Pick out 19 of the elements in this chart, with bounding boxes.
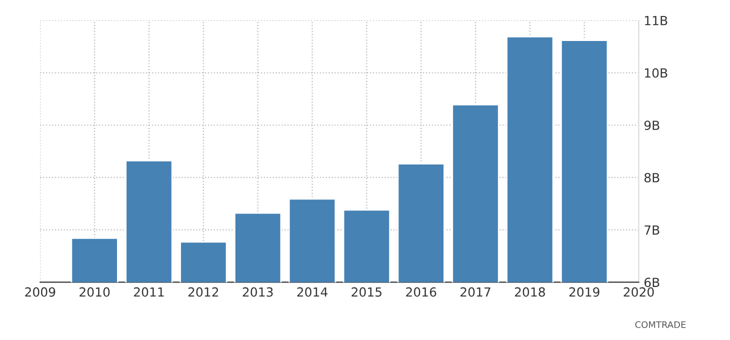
- x-tick-label: 2011: [134, 287, 164, 297]
- y-tick-label: 7B: [644, 225, 660, 235]
- x-tick-label: 2017: [460, 287, 490, 297]
- y-tick-label: 11B: [644, 16, 668, 26]
- x-tick-label: 2020: [624, 287, 654, 297]
- x-tick-label: 2009: [25, 287, 56, 297]
- x-tick-label: 2018: [514, 287, 545, 297]
- x-tick-label: 2019: [569, 287, 600, 297]
- x-tick-label: 2015: [352, 287, 382, 297]
- x-tick-label: 2014: [297, 287, 328, 297]
- x-tick-label: 2016: [406, 287, 436, 297]
- y-tick-label: 9B: [644, 120, 660, 130]
- x-tick-label: 2013: [242, 287, 273, 297]
- y-tick-label: 10B: [644, 68, 668, 78]
- y-tick-label: 6B: [644, 278, 660, 288]
- x-tick-label: 2010: [80, 287, 110, 297]
- x-tick-label: 2012: [188, 287, 218, 297]
- text: COMTRADE: [635, 321, 686, 328]
- y-tick-label: 8B: [644, 172, 660, 182]
